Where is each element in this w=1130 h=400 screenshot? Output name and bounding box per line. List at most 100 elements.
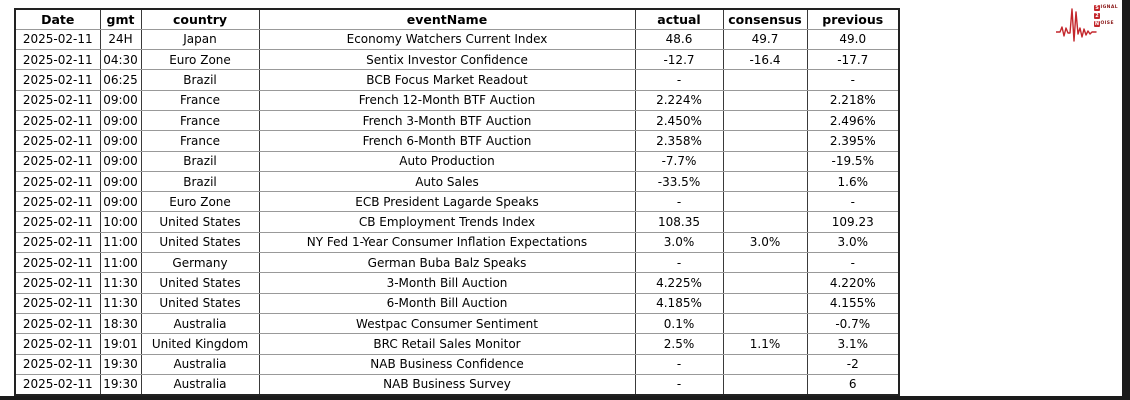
- table-cell: NY Fed 1-Year Consumer Inflation Expecta…: [258, 231, 636, 254]
- table-cell: United Kingdom: [140, 333, 260, 355]
- table-cell: 09:00: [99, 89, 142, 111]
- table-cell: -: [806, 191, 900, 213]
- table-cell: 49.7: [722, 28, 808, 51]
- logo-word-ignal: IGNAL: [1100, 4, 1118, 10]
- table-cell: France: [140, 89, 260, 111]
- table-cell: 2025-02-11: [14, 191, 101, 213]
- column-header-date: Date: [14, 8, 101, 30]
- table-cell: 2025-02-11: [14, 69, 101, 91]
- table-cell: -: [634, 252, 724, 274]
- table-cell: 2025-02-11: [14, 373, 101, 396]
- table-cell: -: [634, 353, 724, 375]
- table-cell: Australia: [140, 312, 260, 335]
- table-cell: 4.185%: [634, 292, 724, 314]
- table-cell: CB Employment Trends Index: [258, 211, 636, 233]
- table-cell: -: [806, 252, 900, 274]
- table-cell: Euro Zone: [140, 191, 260, 213]
- table-cell: German Buba Balz Speaks: [258, 252, 636, 274]
- table-row: 2025-02-11 24H Japan Economy Watchers Curre…: [14, 28, 900, 51]
- table-cell: United States: [140, 272, 260, 294]
- table-row: 2025-02-11 09:00 Euro Zone ECB President La…: [14, 191, 900, 213]
- table-cell: United States: [140, 292, 260, 314]
- logo-letter-s: S: [1094, 4, 1100, 11]
- table-cell: BRC Retail Sales Monitor: [258, 333, 636, 355]
- column-header-actual: actual: [634, 8, 724, 30]
- table-cell: Australia: [140, 373, 260, 396]
- table-cell: 2.450%: [634, 109, 724, 132]
- table-cell: 48.6: [634, 28, 724, 51]
- table-row: 2025-02-11 11:30 United States 6-Month Bill…: [14, 292, 900, 314]
- table-cell: 2025-02-11: [14, 252, 101, 274]
- table-cell: -: [634, 69, 724, 91]
- table-cell: [722, 170, 808, 193]
- logo-line-2: 2: [1094, 12, 1118, 19]
- table-cell: United States: [140, 231, 260, 254]
- table-cell: [722, 211, 808, 233]
- table-cell: 2.218%: [806, 89, 900, 111]
- table-cell: 2025-02-11: [14, 109, 101, 132]
- table-cell: Sentix Investor Confidence: [258, 49, 636, 71]
- table-cell: 6-Month Bill Auction: [258, 292, 636, 314]
- table-cell: NAB Business Confidence: [258, 353, 636, 375]
- table-cell: 2025-02-11: [14, 353, 101, 375]
- table-cell: 11:30: [99, 292, 142, 314]
- table-cell: 09:00: [99, 170, 142, 193]
- table-cell: [722, 292, 808, 314]
- table-cell: 4.155%: [806, 292, 900, 314]
- table-cell: -17.7: [806, 49, 900, 71]
- table-cell: -12.7: [634, 49, 724, 71]
- table-cell: 11:00: [99, 252, 142, 274]
- logo-line-signal: S IGNAL: [1094, 4, 1118, 11]
- table-row: 2025-02-11 06:25 Brazil BCB Focus Market Re…: [14, 69, 900, 91]
- table-cell: France: [140, 130, 260, 152]
- table-cell: United States: [140, 211, 260, 233]
- table-row: 2025-02-11 09:00 France French 3-Month BTF …: [14, 109, 900, 132]
- table-cell: 3.1%: [806, 333, 900, 355]
- table-cell: 1.6%: [806, 170, 900, 193]
- table-row: 2025-02-11 09:00 France French 12-Month BTF…: [14, 89, 900, 111]
- table-cell: [722, 109, 808, 132]
- table-cell: [722, 272, 808, 294]
- table-cell: 19:30: [99, 353, 142, 375]
- table-cell: French 12-Month BTF Auction: [258, 89, 636, 111]
- logo-letter-n: N: [1094, 20, 1100, 27]
- economic-calendar: Date gmt country eventName actual consensus pr…: [14, 8, 900, 396]
- window-edge-right: [1122, 0, 1130, 400]
- table-cell: Brazil: [140, 170, 260, 193]
- table-cell: [722, 150, 808, 172]
- table-cell: -19.5%: [806, 150, 900, 172]
- table-cell: [722, 353, 808, 375]
- table-cell: 2025-02-11: [14, 333, 101, 355]
- table-cell: Australia: [140, 353, 260, 375]
- table-cell: -0.7%: [806, 312, 900, 335]
- table-cell: 04:30: [99, 49, 142, 71]
- table-cell: 1.1%: [722, 333, 808, 355]
- table-cell: 11:30: [99, 272, 142, 294]
- table-cell: 24H: [99, 28, 142, 51]
- table-cell: 3.0%: [806, 231, 900, 254]
- signal2noise-logo: S IGNAL 2 N OISE: [1056, 3, 1122, 45]
- table-header-row: Date gmt country eventName actual consensus pr…: [14, 8, 900, 30]
- table-cell: [722, 252, 808, 274]
- table-cell: Euro Zone: [140, 49, 260, 71]
- table-cell: Japan: [140, 28, 260, 51]
- table-cell: Auto Sales: [258, 170, 636, 193]
- table-cell: -: [634, 373, 724, 396]
- table-cell: Germany: [140, 252, 260, 274]
- table-row: 2025-02-11 09:00 Brazil Auto Production -7.7…: [14, 150, 900, 172]
- table-cell: 2025-02-11: [14, 89, 101, 111]
- table-cell: [722, 191, 808, 213]
- table-cell: 06:25: [99, 69, 142, 91]
- table-cell: 09:00: [99, 191, 142, 213]
- table-row: 2025-02-11 19:30 Australia NAB Business Con…: [14, 353, 900, 375]
- table-cell: [722, 373, 808, 396]
- table-cell: 2025-02-11: [14, 150, 101, 172]
- table-cell: 6: [806, 373, 900, 396]
- logo-word-oise: OISE: [1100, 20, 1114, 26]
- economic-calendar-table: Date gmt country eventName actual consensus pr…: [14, 8, 900, 396]
- table-row: 2025-02-11 18:30 Australia Westpac Consumer…: [14, 312, 900, 335]
- table-cell: 2.358%: [634, 130, 724, 152]
- table-row: 2025-02-11 09:00 Brazil Auto Sales -33.5% 1.6…: [14, 170, 900, 193]
- heartbeat-icon: [1056, 8, 1097, 42]
- table-cell: 2025-02-11: [14, 170, 101, 193]
